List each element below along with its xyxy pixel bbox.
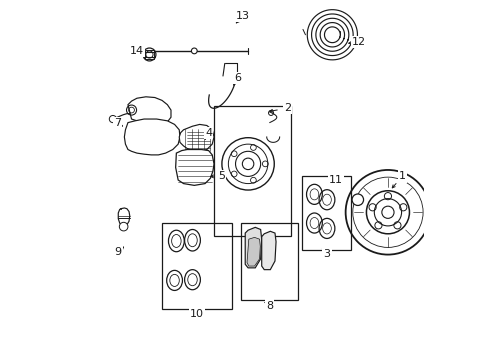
Polygon shape [179, 125, 214, 151]
Text: 5: 5 [217, 171, 224, 181]
Text: 1: 1 [398, 171, 405, 181]
Bar [214, 107, 290, 235]
Polygon shape [118, 208, 129, 226]
Text: 12: 12 [351, 37, 366, 47]
Polygon shape [175, 149, 214, 185]
Bar [144, 50, 154, 59]
Polygon shape [128, 97, 171, 125]
Circle shape [119, 222, 128, 231]
Circle shape [142, 48, 156, 61]
Polygon shape [261, 231, 276, 270]
Polygon shape [246, 237, 260, 266]
Bar [301, 176, 351, 250]
Text: 4: 4 [204, 129, 212, 138]
Polygon shape [124, 119, 180, 155]
Text: 9: 9 [115, 247, 122, 257]
Bar [241, 223, 298, 300]
Text: 6: 6 [233, 73, 240, 83]
Circle shape [191, 48, 197, 54]
Polygon shape [244, 227, 261, 268]
Text: 3: 3 [323, 248, 330, 258]
Circle shape [351, 194, 363, 206]
Circle shape [109, 116, 116, 123]
Text: 14: 14 [130, 46, 143, 56]
Bar [162, 223, 231, 309]
Text: 10: 10 [190, 310, 204, 319]
Text: 2: 2 [284, 103, 290, 113]
Text: 8: 8 [265, 301, 273, 311]
Text: 13: 13 [235, 11, 249, 21]
Text: 7: 7 [113, 118, 121, 128]
Text: 11: 11 [328, 175, 342, 185]
